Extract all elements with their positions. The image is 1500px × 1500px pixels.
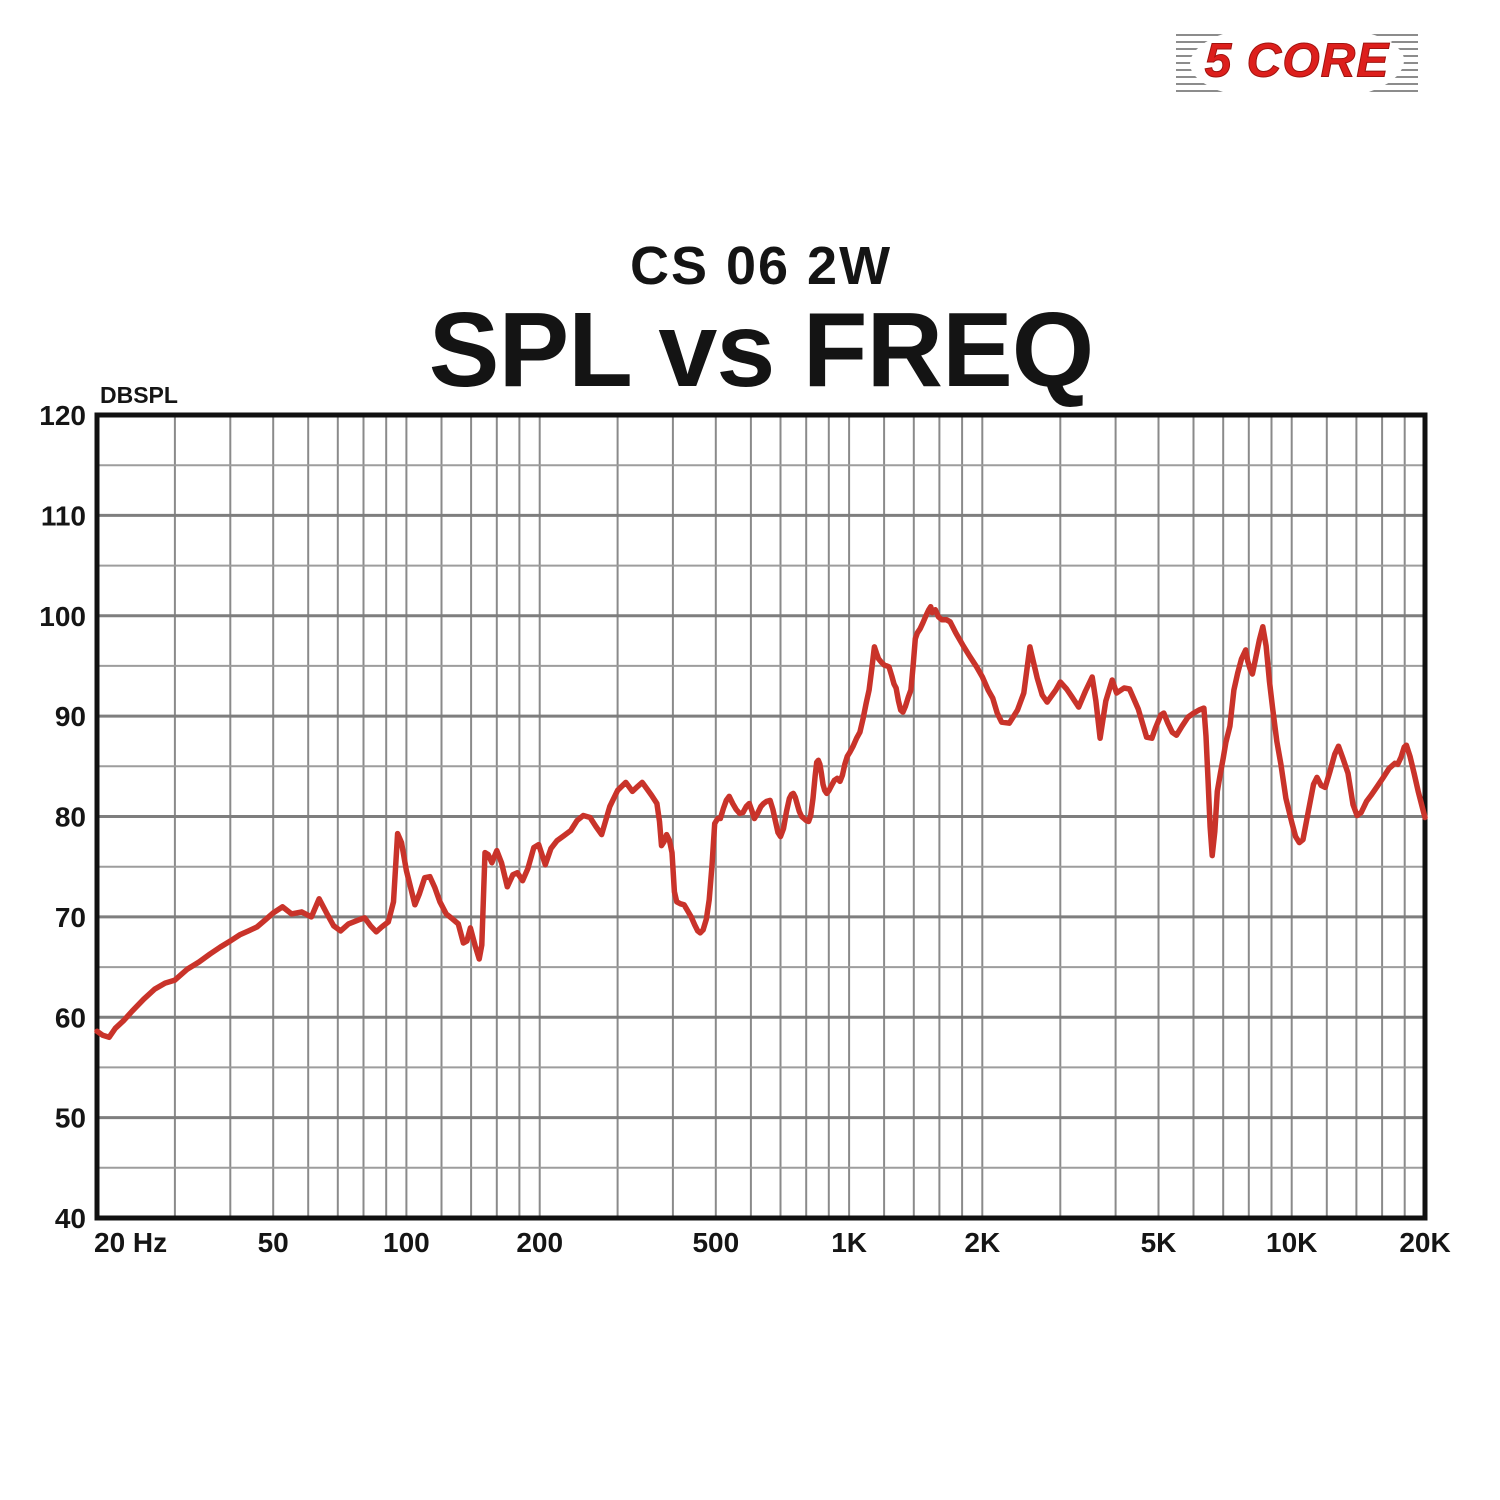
chart-title: SPL vs FREQ <box>428 290 1095 409</box>
logo-blob <box>1190 25 1404 101</box>
y-tick-label: 60 <box>55 1002 86 1033</box>
x-tick-label: 2K <box>964 1227 1000 1258</box>
y-tick-label: 80 <box>55 802 86 833</box>
brand-logo-text: 5 CORE <box>1204 34 1390 88</box>
spl-curve <box>94 603 1428 1041</box>
x-tick-label: 20K <box>1399 1227 1450 1258</box>
y-tick-label: 40 <box>55 1203 86 1234</box>
y-tick-label: 110 <box>41 500 86 531</box>
y-tick-label: 90 <box>55 701 86 732</box>
x-tick-label: 100 <box>383 1227 430 1258</box>
y-axis-unit-label: DBSPL <box>100 382 178 408</box>
y-tick-label: 50 <box>55 1103 86 1134</box>
x-tick-label: 10K <box>1266 1227 1317 1258</box>
chart-header: CS 06 2W SPL vs FREQ <box>97 238 1425 403</box>
y-tick-label: 100 <box>39 601 86 632</box>
x-tick-label: 50 <box>258 1227 289 1258</box>
y-tick-label: 120 <box>39 400 86 431</box>
x-tick-label: 1K <box>831 1227 867 1258</box>
y-tick-label: 70 <box>55 902 86 933</box>
brand-logo: 5 CORE <box>1176 25 1418 101</box>
x-tick-label: 200 <box>516 1227 563 1258</box>
chart-subtitle: CS 06 2W <box>629 236 893 296</box>
x-tick-label: 5K <box>1141 1227 1177 1258</box>
x-tick-label: 20 Hz <box>94 1227 167 1258</box>
x-tick-label: 500 <box>692 1227 739 1258</box>
